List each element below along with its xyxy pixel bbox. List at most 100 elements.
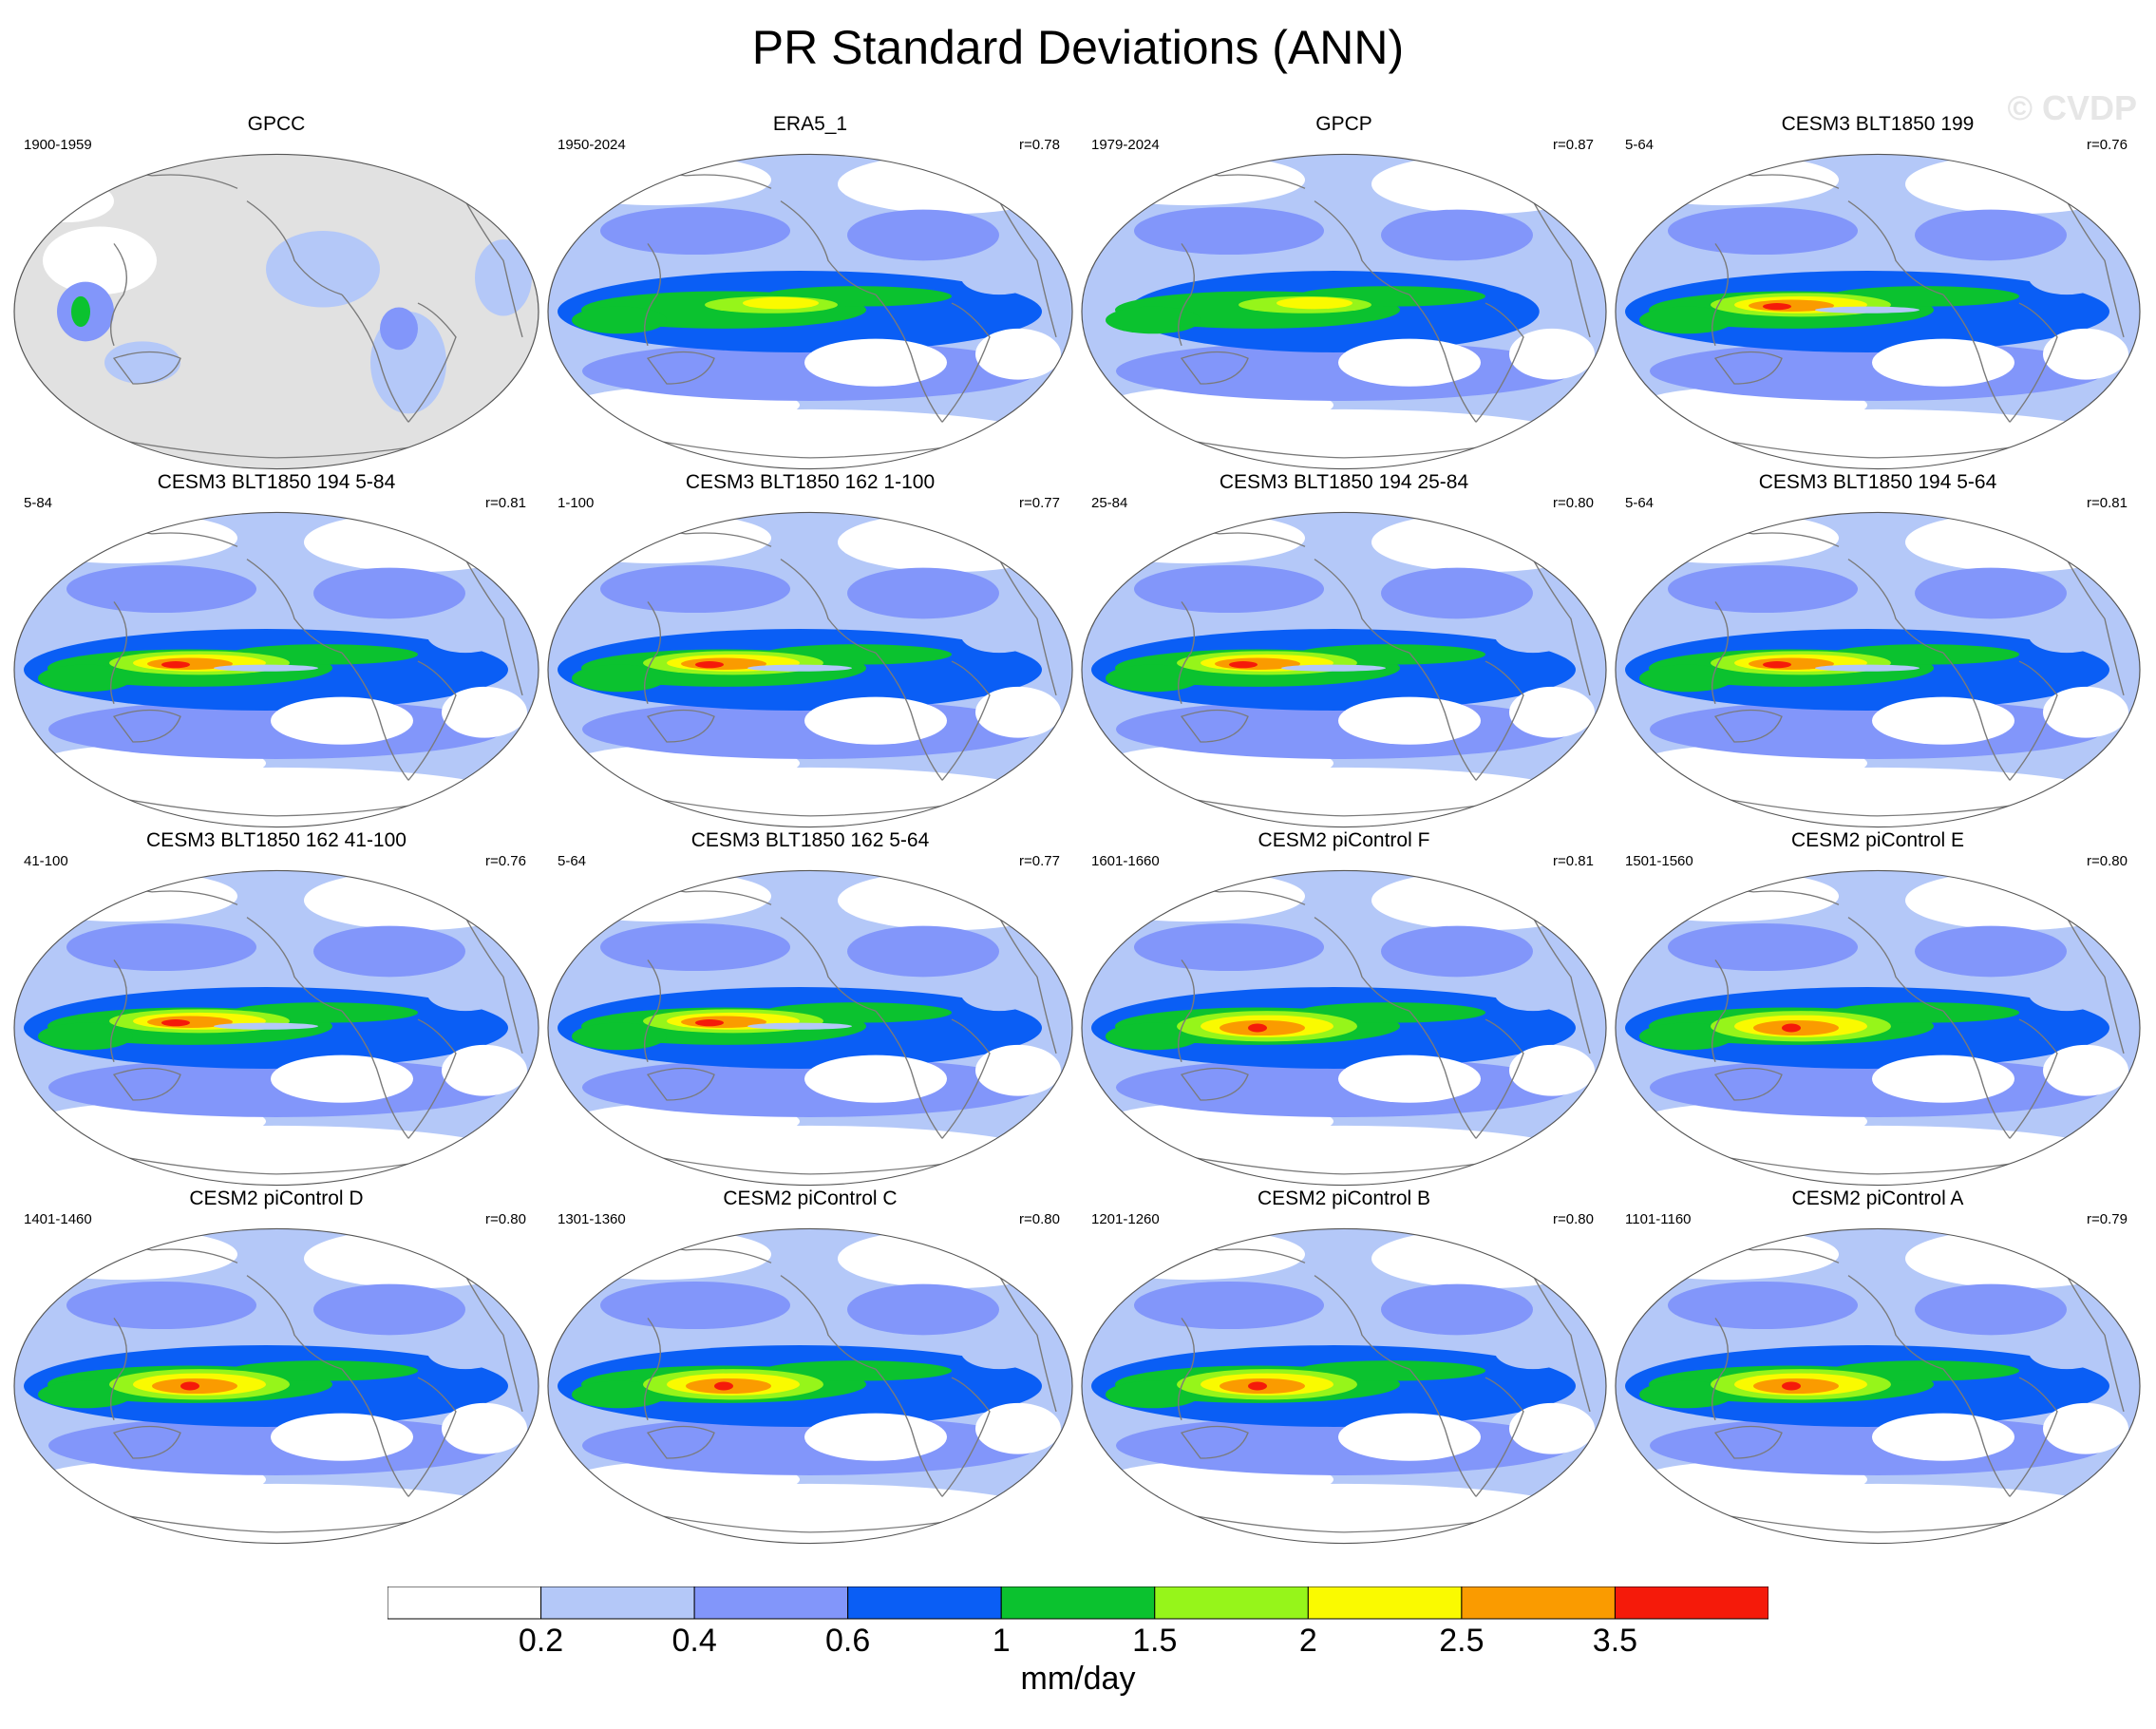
global-map [1615, 153, 2141, 470]
indian-ocean-green [1639, 1022, 1734, 1051]
global-map [13, 511, 539, 828]
north-pacific-storm-track [1668, 1281, 1858, 1330]
colorbar-unit-label: mm/day [1020, 1661, 1136, 1697]
asia-land [43, 226, 157, 295]
arctic-low-variance [1371, 154, 1599, 215]
panel-pattern-correlation: r=0.76 [2087, 137, 2128, 153]
panel-title: GPCC [247, 113, 306, 135]
coastline [110, 960, 127, 1062]
coastline [1314, 1275, 1410, 1370]
north-africa-light [427, 977, 503, 1012]
coastline [1713, 1425, 1783, 1459]
arctic-low-variance [1371, 1228, 1599, 1289]
panel-years: 1900-1959 [24, 137, 92, 153]
coastline [2066, 1275, 2125, 1412]
coastline [110, 243, 127, 346]
coastline [112, 709, 181, 743]
map-panel: CESM2 piControl D 1401-1460 r=0.80 [9, 1187, 543, 1548]
map-outline [1081, 153, 1607, 470]
coastline [2066, 559, 2125, 695]
arctic-low-variance [1616, 870, 1839, 922]
coastline [941, 1018, 991, 1139]
coastline [1409, 1368, 1477, 1497]
coastline [875, 1010, 943, 1139]
coastline [1409, 294, 1477, 423]
panel-years: 1950-2024 [558, 137, 626, 153]
north-africa-light [427, 618, 503, 654]
coastline [941, 660, 991, 781]
amazon-land [380, 307, 418, 351]
coastline [1532, 917, 1591, 1054]
global-map [1615, 869, 2141, 1187]
coastline [2009, 302, 2058, 423]
se-pacific-dry-zone [271, 696, 413, 745]
coastline [341, 1010, 409, 1139]
north-pacific-storm-track [600, 206, 790, 256]
global-map [1081, 153, 1607, 470]
arctic-low-variance [1905, 870, 2133, 931]
arctic-low-variance [1905, 512, 2133, 573]
coastline [1180, 351, 1249, 385]
north-africa-light [2029, 618, 2105, 654]
panel-pattern-correlation: r=0.81 [2087, 495, 2128, 511]
map-outline [547, 869, 1073, 1187]
map-outline [547, 1227, 1073, 1545]
north-africa-light [2029, 260, 2105, 295]
panel-pattern-correlation: r=0.80 [1553, 495, 1594, 511]
map-outline [1615, 511, 2141, 828]
colorbar-segment [1461, 1586, 1616, 1620]
panel-pattern-correlation: r=0.78 [1019, 137, 1060, 153]
itcz-core-red [695, 661, 724, 669]
colorbar-tick-label: 2.5 [1439, 1623, 1485, 1659]
arctic-low-variance [1616, 154, 1839, 206]
coastline [875, 652, 943, 781]
map-outline [13, 1227, 539, 1545]
arctic-low-variance [1082, 870, 1305, 922]
panel-title: CESM3 BLT1850 162 1-100 [685, 471, 936, 493]
coastline [1713, 351, 1783, 385]
colorbar-segment [1614, 1586, 1768, 1620]
se-atlantic-dry-zone [1509, 1402, 1595, 1454]
map-outline [1081, 511, 1607, 828]
panel-title: CESM3 BLT1850 199 [1781, 113, 1975, 135]
north-atlantic-storm-track [1915, 567, 2067, 619]
siberia-land [19, 180, 114, 223]
north-pacific-storm-track [66, 1281, 256, 1330]
se-pacific-dry-zone [1338, 1413, 1481, 1461]
coastline [780, 917, 877, 1012]
panel-title: CESM2 piControl E [1790, 829, 1965, 851]
north-africa-light [1495, 977, 1571, 1012]
north-atlantic-storm-track [847, 209, 999, 261]
panel-years: 1301-1360 [558, 1211, 626, 1227]
coastline [875, 294, 943, 423]
double-itcz-gap [214, 664, 318, 672]
colorbar-tick-label: 0.4 [671, 1623, 717, 1659]
coastline [644, 243, 661, 346]
global-map [1081, 1227, 1607, 1545]
north-atlantic-storm-track [1381, 1283, 1533, 1336]
coastline [407, 1377, 457, 1497]
north-atlantic-storm-track [847, 567, 999, 619]
se-pacific-dry-zone [1872, 1413, 2014, 1461]
coastline [464, 559, 523, 695]
arctic-low-variance [548, 1228, 771, 1281]
se-pacific-dry-zone [271, 1413, 413, 1461]
global-map [547, 869, 1073, 1187]
coastline [780, 559, 877, 654]
coastline [1178, 601, 1195, 704]
se-pacific-dry-zone [804, 1413, 947, 1461]
panel-years: 5-64 [558, 853, 587, 869]
coastline [646, 1425, 715, 1459]
coastline [464, 200, 523, 337]
coastline [998, 559, 1057, 695]
cvdp-watermark: © CVDP [2007, 88, 2137, 127]
north-africa-light [427, 1335, 503, 1370]
map-outline [1615, 869, 2141, 1187]
panel-years: 41-100 [24, 853, 68, 869]
panel-years: 25-84 [1091, 495, 1128, 511]
panel-years: 1501-1560 [1625, 853, 1693, 869]
map-outline [547, 511, 1073, 828]
colorbar-segment [388, 1586, 542, 1620]
colorbar [388, 1586, 1768, 1620]
indian-ocean-green [38, 1022, 133, 1051]
